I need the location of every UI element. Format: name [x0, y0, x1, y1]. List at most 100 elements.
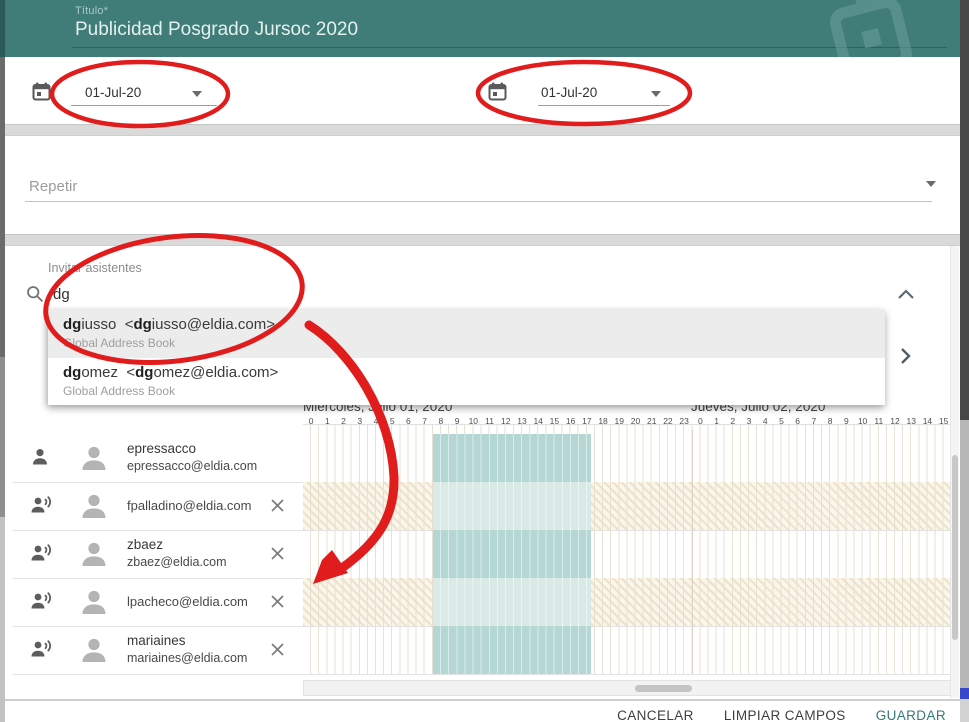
horizontal-scrollbar-thumb[interactable]	[635, 685, 692, 692]
hour-label: 22	[663, 416, 673, 426]
contact-source: Global Address Book	[63, 336, 176, 350]
hour-ticks	[303, 424, 952, 434]
hour-label: 8	[827, 416, 833, 426]
person-icon	[30, 447, 52, 472]
attendee-identity: zbaez zbaez@eldia.com	[127, 530, 262, 578]
hour-label: 5	[779, 416, 784, 426]
busy-block	[432, 434, 592, 482]
chevron-up-icon[interactable]	[897, 287, 915, 305]
start-date-underline	[71, 105, 217, 106]
dialog-footer: CANCELAR LIMPIAR CAMPOS GUARDAR	[5, 701, 960, 722]
attendee-search-input[interactable]: dg	[53, 286, 70, 303]
vertical-scrollbar-thumb[interactable]	[952, 455, 958, 640]
background-window-edge	[960, 0, 969, 722]
repeat-select[interactable]: Repetir	[29, 178, 78, 195]
attendee-identity: fpalladino@eldia.com	[127, 482, 262, 530]
contact-name: dgiusso <dgiusso@eldia.com>	[63, 316, 275, 333]
end-date-underline	[538, 105, 670, 106]
hour-label: 21	[646, 416, 657, 426]
footer-separator	[5, 699, 960, 701]
attendee-row: lpacheco@eldia.com	[13, 578, 952, 627]
title-input[interactable]: Publicidad Posgrado Jursoc 2020	[75, 19, 359, 40]
autocomplete-item[interactable]: dgiusso <dgiusso@eldia.com> Global Addre…	[48, 310, 885, 358]
hour-label: 4	[373, 416, 379, 426]
repeat-underline	[25, 201, 932, 202]
calendar-icon	[488, 82, 507, 106]
hour-label: 11	[485, 416, 494, 426]
attendee-row: zbaez zbaez@eldia.com	[13, 530, 952, 579]
section-separator	[5, 234, 960, 246]
attendee-email: zbaez@eldia.com	[127, 555, 227, 569]
date-row: 01-Jul-20 01-Jul-20	[5, 57, 960, 124]
dialog-header: Título* Publicidad Posgrado Jursoc 2020	[5, 0, 960, 57]
freebusy-grid-row	[303, 578, 952, 626]
attendee-email: lpacheco@eldia.com	[127, 594, 248, 609]
hour-label: 10	[857, 416, 868, 426]
remove-attendee-button[interactable]	[270, 498, 285, 518]
remove-attendee-button[interactable]	[270, 546, 285, 566]
remove-attendee-button[interactable]	[270, 594, 285, 614]
attendee-row: mariaines mariaines@eldia.com	[13, 626, 952, 675]
calendar-icon	[32, 82, 51, 106]
hour-label: 18	[598, 416, 608, 426]
hour-label: 14	[922, 416, 933, 426]
hour-label: 3	[746, 416, 752, 426]
hour-label: 5	[389, 416, 395, 426]
cancel-button[interactable]: CANCELAR	[617, 708, 694, 722]
hour-label: 15	[549, 416, 560, 426]
end-date-picker[interactable]: 01-Jul-20	[541, 85, 598, 100]
autocomplete-item[interactable]: dgomez <dgomez@eldia.com> Global Address…	[48, 358, 885, 405]
hour-label: 1	[714, 416, 719, 426]
hour-label: 6	[406, 416, 411, 426]
remove-attendee-button[interactable]	[270, 642, 285, 662]
appointment-dialog: Título* Publicidad Posgrado Jursoc 2020 …	[5, 0, 960, 722]
hour-label: 19	[614, 416, 624, 426]
hour-label: 12	[890, 416, 900, 426]
attendee-identity: epressacco epressacco@eldia.com	[127, 434, 262, 482]
autocomplete-panel: dgiusso <dgiusso@eldia.com> Global Addre…	[48, 310, 885, 405]
freebusy-grid-row	[303, 530, 952, 578]
start-date-dropdown-arrow[interactable]	[192, 91, 202, 97]
horizontal-scrollbar[interactable]	[303, 680, 952, 696]
hour-label: 3	[357, 416, 363, 426]
attendee-identity: mariaines mariaines@eldia.com	[127, 626, 262, 674]
hour-label: 1	[324, 416, 330, 426]
clear-fields-button[interactable]: LIMPIAR CAMPOS	[723, 708, 846, 722]
title-field-label: Título*	[75, 5, 109, 17]
hour-label: 23	[679, 416, 689, 426]
attendee-email: epressacco@eldia.com	[127, 459, 258, 473]
hour-label: 7	[422, 416, 427, 426]
person-voice-icon	[30, 495, 56, 520]
chevron-right-icon[interactable]	[900, 347, 911, 370]
avatar	[79, 635, 109, 670]
hour-label: 20	[630, 416, 641, 426]
background-window-edge	[0, 0, 5, 722]
busy-block	[432, 530, 592, 578]
avatar	[79, 539, 109, 574]
section-separator	[5, 124, 960, 136]
busy-block	[432, 626, 592, 674]
attendee-row: epressacco epressacco@eldia.com	[13, 434, 952, 483]
hour-label: 7	[811, 416, 817, 426]
busy-block	[432, 482, 592, 530]
repeat-dropdown-arrow[interactable]	[926, 181, 936, 187]
hour-label: 10	[468, 416, 479, 426]
save-button[interactable]: GUARDAR	[875, 708, 946, 722]
start-date-picker[interactable]: 01-Jul-20	[85, 85, 142, 100]
hour-label: 8	[438, 416, 444, 426]
hour-label: 17	[582, 416, 592, 426]
contact-name: dgomez <dgomez@eldia.com>	[63, 364, 279, 381]
hour-label: 0	[697, 416, 703, 426]
attendee-email: fpalladino@eldia.com	[127, 498, 252, 513]
hour-label: 13	[517, 416, 527, 426]
hour-label: 4	[762, 416, 768, 426]
vertical-scrollbar[interactable]	[950, 246, 959, 698]
calendar-watermark-icon	[830, 0, 912, 57]
person-voice-icon	[30, 543, 56, 568]
attendee-name: epressacco	[127, 441, 197, 456]
person-voice-icon	[30, 591, 56, 616]
hour-label: 2	[730, 416, 736, 426]
end-date-dropdown-arrow[interactable]	[651, 91, 661, 97]
hour-label: 9	[843, 416, 849, 426]
hour-label: 14	[533, 416, 543, 426]
